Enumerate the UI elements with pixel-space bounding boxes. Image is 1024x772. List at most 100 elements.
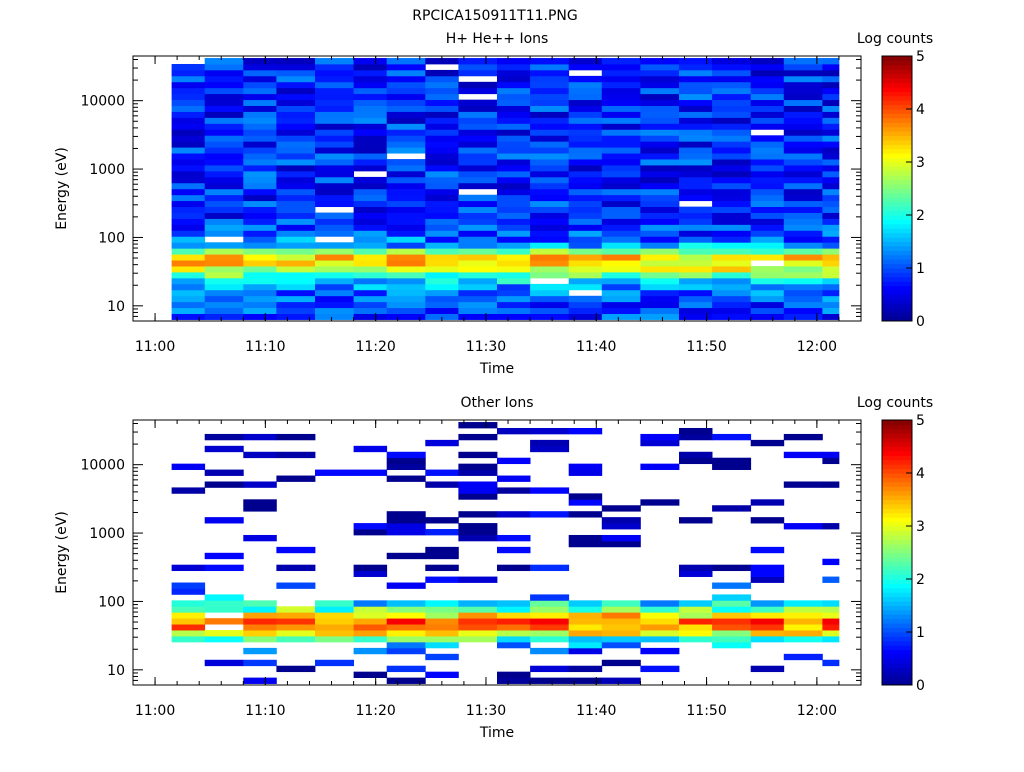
heatmap-cell (640, 87, 680, 95)
heatmap-cell (315, 260, 355, 267)
heatmap-cell (386, 606, 426, 613)
heatmap-cell (315, 194, 355, 202)
colorbar-strip (882, 428, 912, 434)
heatmap-cell (640, 165, 680, 172)
heatmap-cell (171, 212, 206, 219)
heatmap-cell (750, 212, 785, 219)
heatmap-cell (353, 236, 388, 243)
heatmap-cell (171, 289, 206, 297)
heatmap-cell (243, 266, 277, 273)
heatmap-cell (783, 224, 823, 231)
heatmap-cell (497, 188, 531, 196)
heatmap-cell (640, 218, 680, 225)
heatmap-cell (530, 194, 570, 202)
colorbar-strip (882, 490, 912, 496)
heatmap-cell (750, 170, 785, 178)
heatmap-cell (750, 546, 785, 554)
x-tick-label: 11:50 (686, 703, 726, 719)
heatmap-cell (497, 295, 531, 303)
heatmap-cell (425, 224, 459, 231)
heatmap-cell (386, 463, 426, 470)
heatmap-cell (568, 218, 603, 225)
heatmap-cell (750, 147, 785, 154)
heatmap-cell (530, 236, 570, 243)
heatmap-cell (171, 165, 206, 172)
heatmap-cell (679, 236, 713, 243)
x-tick-label: 11:30 (466, 703, 506, 719)
heatmap-cell (679, 165, 713, 172)
heatmap-cell (171, 307, 206, 314)
heatmap-cell (315, 469, 355, 476)
heatmap-cell (640, 105, 680, 112)
heatmap-cell (425, 641, 459, 649)
heatmap-cell (822, 188, 840, 196)
heatmap-cell (783, 451, 823, 459)
heatmap-cell (353, 630, 388, 637)
heatmap-cell (425, 618, 459, 625)
heatmap-cell (568, 117, 603, 124)
colorbar-strip (882, 477, 912, 483)
heatmap-cell (497, 129, 531, 136)
heatmap-cell (497, 242, 531, 249)
heatmap-cell (783, 433, 823, 441)
heatmap-cell (601, 618, 641, 625)
heatmap-cell (601, 540, 641, 548)
heatmap-cell (315, 606, 355, 613)
heatmap-cell (243, 254, 277, 261)
heatmap-cell (497, 475, 531, 482)
heatmap-cell (386, 511, 426, 518)
heatmap-cell (353, 277, 388, 285)
heatmap-cell (425, 307, 459, 314)
heatmap-cell (679, 277, 713, 285)
heatmap-cell (276, 636, 316, 643)
heatmap-cell (171, 170, 206, 178)
heatmap-cell (204, 218, 244, 225)
heatmap-cell (353, 63, 388, 71)
y-tick-label: 1000 (89, 162, 125, 178)
heatmap-cell (386, 81, 426, 89)
heatmap-cell (568, 176, 603, 184)
heatmap-cell (640, 230, 680, 237)
heatmap-cell (353, 313, 388, 320)
heatmap-cell (750, 123, 785, 130)
heatmap-cell (497, 283, 531, 291)
colorbar-strip (882, 609, 912, 615)
heatmap-cell (568, 58, 603, 65)
colorbar-strip (882, 298, 912, 304)
heatmap-cell (315, 170, 355, 178)
colorbar-strip (882, 237, 912, 242)
heatmap-cell (601, 200, 641, 208)
heatmap-cell (783, 523, 823, 530)
heatmap-cell (276, 307, 316, 314)
heatmap-cell (276, 105, 316, 112)
heatmap-cell (458, 511, 498, 518)
heatmap-cell (750, 576, 785, 583)
heatmap-cell (386, 218, 426, 225)
heatmap-cell (243, 212, 277, 219)
heatmap-cell (679, 182, 713, 190)
heatmap-cell (386, 117, 426, 124)
heatmap-cell (601, 295, 641, 303)
colorbar-strip (882, 188, 912, 194)
heatmap-cell (353, 224, 388, 231)
heatmap-cell (386, 93, 426, 101)
colorbar-strip (882, 521, 912, 527)
colorbar-frame (881, 419, 913, 686)
heatmap-cell (568, 200, 603, 208)
heatmap-cell (822, 523, 840, 530)
heatmap-cell (783, 159, 823, 166)
heatmap-cell (276, 665, 316, 673)
heatmap-cell (822, 313, 840, 320)
colorbar-tick-label: 2 (916, 572, 925, 588)
colorbar-strip (882, 294, 912, 300)
heatmap-cell (353, 194, 388, 202)
heatmap-cell (386, 457, 426, 465)
heatmap-cell (601, 636, 641, 643)
heatmap-cell (568, 87, 603, 95)
heatmap-cell (276, 564, 316, 572)
heatmap-cell (425, 135, 459, 142)
heatmap-cell (530, 200, 570, 208)
heatmap-cell (497, 176, 531, 184)
heatmap-cell (568, 427, 603, 435)
